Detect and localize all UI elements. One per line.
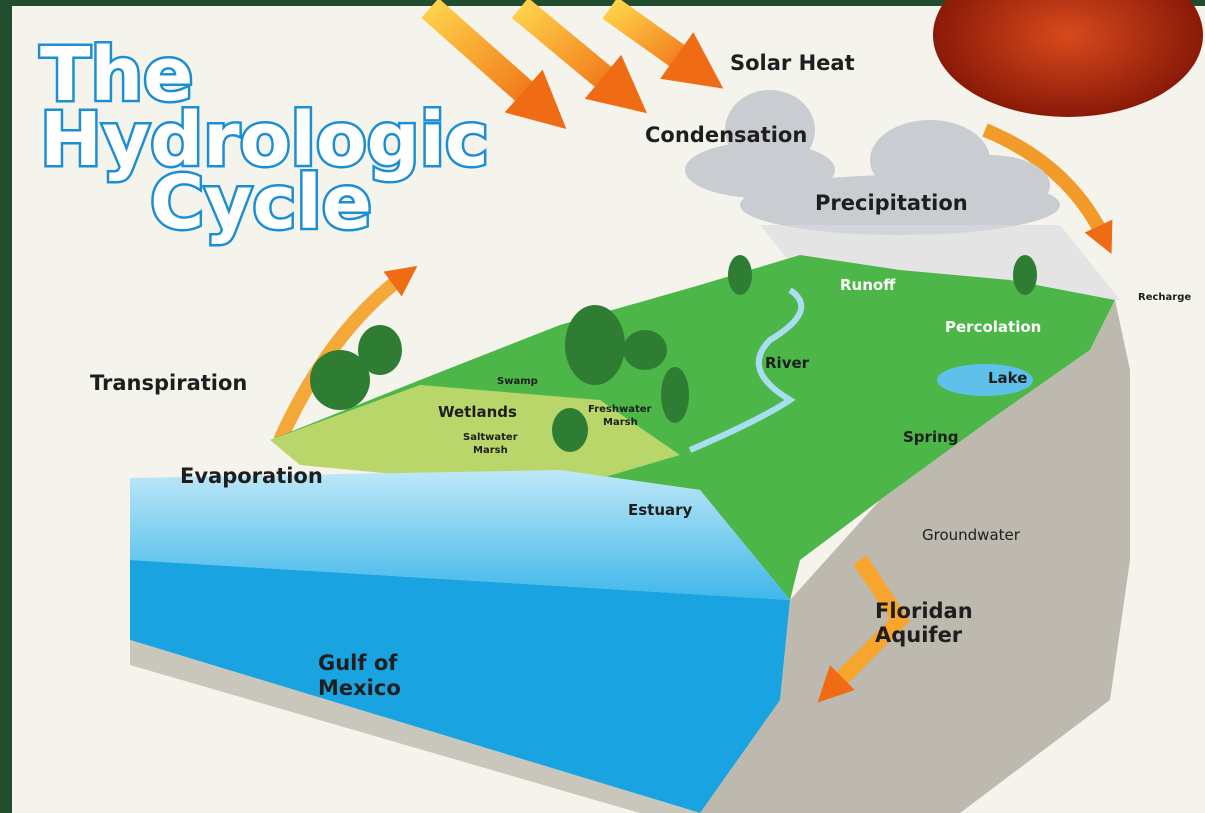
label: Condensation — [645, 123, 807, 147]
label: Freshwater — [588, 404, 652, 415]
label: Evaporation — [180, 464, 323, 488]
diagram: The Hydrologic Cycle Solar Heat Condensa… — [0, 0, 1205, 813]
label: Solar Heat — [730, 51, 855, 75]
label: Gulf of — [318, 651, 398, 675]
label: Saltwater — [463, 432, 518, 443]
label: Estuary — [628, 501, 693, 519]
label: Marsh — [603, 417, 638, 428]
label: Precipitation — [815, 191, 968, 215]
title-line: Cycle — [150, 160, 372, 246]
label: Mexico — [318, 676, 401, 700]
label: Swamp — [497, 376, 538, 387]
label: Marsh — [473, 445, 508, 456]
label: Percolation — [945, 318, 1041, 336]
label: Lake — [988, 369, 1027, 387]
label: Spring — [903, 428, 959, 446]
label: Floridan — [875, 599, 973, 623]
label: Recharge — [1138, 292, 1191, 303]
label: Wetlands — [438, 403, 517, 421]
label: Aquifer — [875, 623, 963, 647]
page: The Hydrologic Cycle Solar Heat Condensa… — [0, 0, 1205, 813]
label: Transpiration — [90, 371, 247, 395]
label: Runoff — [840, 276, 896, 294]
label: River — [765, 354, 810, 372]
label: Groundwater — [922, 526, 1021, 544]
